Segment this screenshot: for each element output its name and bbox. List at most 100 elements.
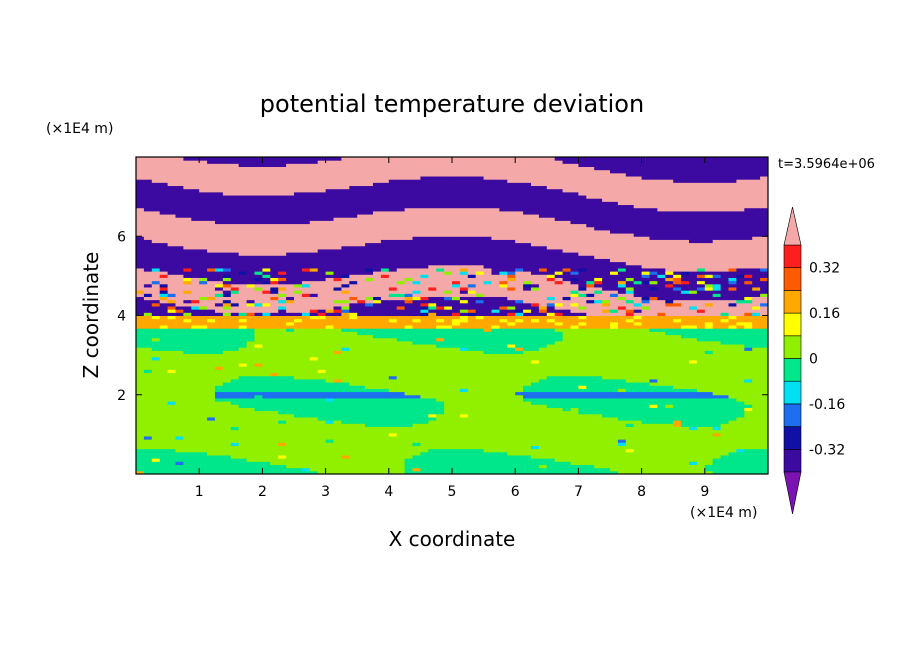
field-cell — [333, 340, 342, 345]
field-cell — [301, 397, 311, 402]
field-cell — [689, 464, 698, 469]
field-cell — [357, 445, 366, 450]
field-cell — [538, 299, 548, 304]
field-cell — [712, 347, 722, 351]
field-cell — [633, 435, 643, 440]
field-cell — [333, 429, 342, 434]
field-cell — [491, 439, 500, 443]
field-cell — [594, 467, 603, 472]
field-cell — [238, 290, 248, 294]
field-cell — [357, 350, 366, 355]
field-cell — [491, 394, 500, 399]
field-cell — [136, 337, 145, 342]
field-cell — [752, 359, 761, 364]
field-cell — [483, 385, 492, 389]
field-cell — [420, 350, 429, 355]
field-cell — [752, 347, 761, 351]
field-cell — [617, 359, 627, 364]
field-cell — [317, 397, 327, 402]
field-cell — [546, 378, 556, 383]
field-cell — [681, 321, 690, 326]
field-cell — [475, 401, 485, 405]
field-cell — [207, 325, 216, 329]
field-cell — [159, 283, 169, 288]
field-cell — [365, 407, 374, 412]
field-cell — [404, 347, 413, 351]
field-cell — [436, 356, 445, 361]
field-cell — [349, 432, 358, 437]
field-cell — [696, 280, 706, 285]
field-cell — [515, 350, 524, 355]
field-cell — [151, 442, 161, 446]
field-cell — [444, 318, 453, 323]
field-cell — [546, 293, 556, 297]
field-cell — [183, 286, 192, 291]
field-cell — [309, 397, 319, 402]
field-cell — [578, 423, 587, 427]
field-cell — [309, 296, 319, 301]
field-cell — [696, 467, 706, 472]
field-cell — [752, 334, 761, 339]
field-cell — [151, 372, 161, 377]
field-cell — [309, 312, 319, 316]
field-cell — [452, 366, 461, 370]
field-cell — [523, 302, 532, 307]
field-cell — [357, 442, 366, 446]
field-cell — [388, 315, 398, 320]
field-cell — [238, 334, 248, 339]
field-cell — [641, 366, 650, 370]
field-cell — [538, 321, 548, 326]
field-cell — [286, 454, 295, 459]
field-cell — [736, 328, 745, 332]
field-cell — [238, 299, 248, 304]
field-cell — [151, 470, 161, 474]
field-cell — [420, 369, 429, 374]
field-cell — [380, 331, 390, 336]
field-cell — [215, 470, 224, 474]
field-cell — [467, 290, 477, 294]
field-cell — [349, 448, 358, 453]
field-cell — [720, 356, 729, 361]
field-cell — [499, 283, 508, 288]
field-cell — [278, 385, 287, 389]
field-cell — [365, 312, 374, 316]
field-cell — [222, 340, 232, 345]
field-cell — [349, 442, 358, 446]
field-cell — [467, 401, 477, 405]
field-cell — [562, 375, 571, 380]
field-cell — [333, 296, 342, 301]
field-cell — [562, 397, 571, 402]
field-cell — [515, 359, 524, 364]
field-cell — [467, 372, 477, 377]
field-cell — [215, 413, 224, 418]
field-cell — [207, 470, 216, 474]
field-cell — [294, 470, 303, 474]
field-cell — [610, 372, 619, 377]
field-cell — [546, 366, 556, 370]
field-cell — [262, 328, 271, 332]
field-cell — [365, 467, 374, 472]
field-cell — [720, 299, 729, 304]
field-cell — [420, 382, 429, 386]
field-cell — [278, 461, 287, 465]
field-cell — [625, 378, 635, 383]
field-cell — [617, 299, 627, 304]
field-cell — [230, 401, 240, 405]
field-cell — [452, 378, 461, 383]
field-cell — [752, 391, 761, 396]
field-cell — [286, 293, 295, 297]
field-cell — [649, 299, 658, 304]
field-cell — [278, 429, 287, 434]
field-cell — [483, 315, 492, 320]
field-cell — [491, 435, 500, 440]
field-cell — [673, 305, 682, 310]
field-cell — [704, 372, 714, 377]
field-cell — [143, 277, 153, 282]
field-cell — [665, 416, 674, 421]
field-cell — [673, 423, 682, 427]
field-cell — [317, 448, 327, 453]
field-cell — [617, 458, 627, 462]
field-cell — [199, 340, 208, 345]
field-cell — [452, 369, 461, 374]
field-cell — [396, 388, 406, 393]
